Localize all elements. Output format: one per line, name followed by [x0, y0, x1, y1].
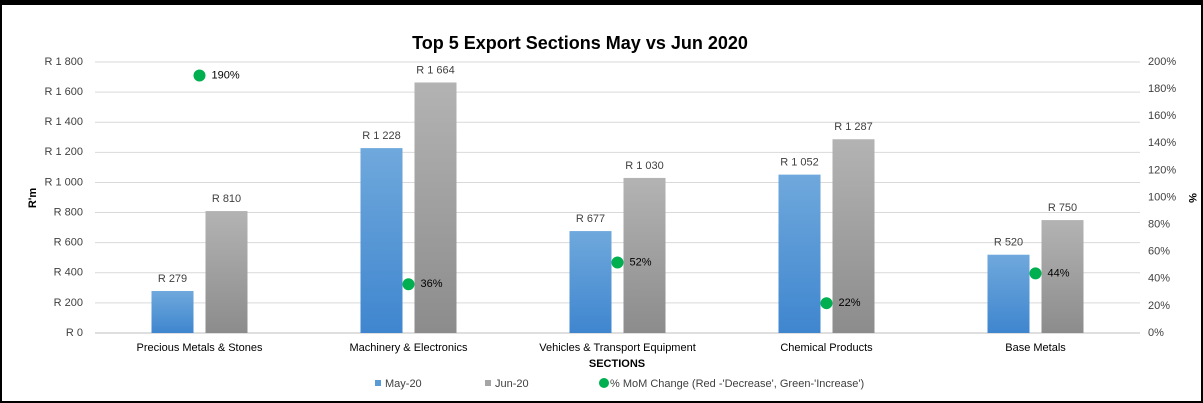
y2-tick-label: 180% — [1148, 83, 1176, 95]
marker — [1029, 267, 1042, 280]
y-tick-label: R 1 400 — [44, 116, 83, 128]
data-label: R 1 287 — [834, 121, 873, 133]
y-tick-label: R 1 200 — [44, 146, 83, 158]
bar — [623, 177, 666, 333]
data-label: R 677 — [576, 213, 605, 225]
bar — [151, 290, 194, 333]
bar — [414, 82, 457, 333]
y-tick-label: R 200 — [54, 297, 83, 309]
bar — [360, 148, 403, 333]
x-tick-label: Chemical Products — [780, 342, 873, 354]
data-label: R 810 — [212, 193, 241, 205]
y2-tick-label: 40% — [1148, 273, 1170, 285]
x-axis-title: SECTIONS — [589, 358, 645, 370]
data-label: R 750 — [1048, 202, 1077, 214]
chart-title: Top 5 Export Sections May vs Jun 2020 — [412, 33, 748, 53]
data-label: R 1 052 — [780, 157, 819, 169]
legend-label: May-20 — [385, 378, 422, 390]
y2-tick-label: 80% — [1148, 219, 1170, 231]
y-tick-label: R 800 — [54, 206, 83, 218]
y2-tick-label: 60% — [1148, 246, 1170, 258]
y-tick-label: R 400 — [54, 267, 83, 279]
x-tick-label: Precious Metals & Stones — [137, 342, 263, 354]
legend-marker — [599, 378, 609, 388]
bar — [569, 231, 612, 333]
y-axis-title: R'm — [27, 188, 39, 209]
legend-label: % MoM Change (Red -'Decrease', Green-'In… — [610, 378, 864, 390]
legend-marker — [485, 380, 491, 386]
y-tick-label: R 0 — [66, 327, 83, 339]
y-tick-label: R 1 800 — [44, 56, 83, 68]
data-label: 22% — [839, 297, 861, 309]
marker — [402, 278, 415, 291]
y2-tick-label: 160% — [1148, 110, 1176, 122]
y2-tick-label: 140% — [1148, 137, 1176, 149]
top-bar — [0, 0, 1203, 5]
data-label: R 279 — [158, 273, 187, 285]
bar — [205, 211, 248, 333]
legend-marker — [375, 380, 381, 386]
bar — [987, 254, 1030, 333]
marker — [193, 69, 206, 82]
y2-tick-label: 100% — [1148, 191, 1176, 203]
marker — [611, 256, 624, 269]
y2-tick-label: 200% — [1148, 56, 1176, 68]
y-tick-label: R 600 — [54, 237, 83, 249]
y2-tick-label: 120% — [1148, 164, 1176, 176]
y-tick-label: R 1 600 — [44, 86, 83, 98]
y-tick-label: R 1 000 — [44, 176, 83, 188]
bar — [1041, 220, 1084, 333]
y2-tick-label: 0% — [1148, 327, 1164, 339]
bar — [778, 174, 821, 333]
y2-axis-title: % — [1186, 193, 1198, 203]
data-label: R 1 664 — [416, 64, 455, 76]
data-label: R 1 030 — [625, 160, 664, 172]
data-label: 190% — [212, 69, 240, 81]
x-tick-label: Vehicles & Transport Equipment — [539, 342, 696, 354]
data-label: 36% — [421, 278, 443, 290]
data-label: R 1 228 — [362, 130, 401, 142]
data-label: R 520 — [994, 237, 1023, 249]
x-tick-label: Base Metals — [1005, 342, 1066, 354]
y2-tick-label: 20% — [1148, 300, 1170, 312]
legend-label: Jun-20 — [495, 378, 529, 390]
marker — [820, 297, 833, 310]
data-label: 52% — [630, 256, 652, 268]
data-label: 44% — [1048, 267, 1070, 279]
bar — [832, 139, 875, 333]
x-tick-label: Machinery & Electronics — [350, 342, 468, 354]
